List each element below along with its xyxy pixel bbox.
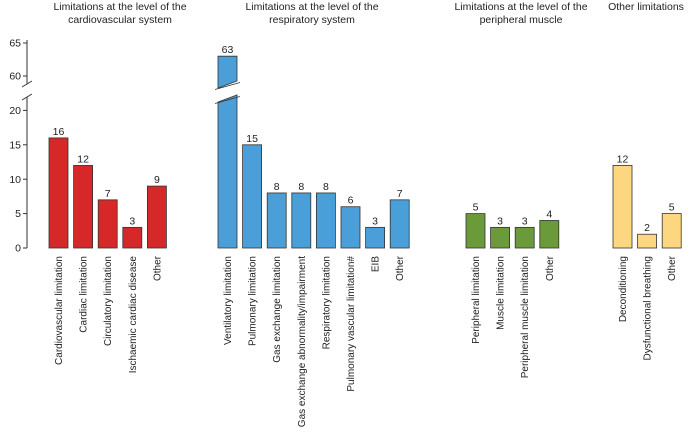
bar (490, 226, 511, 249)
bar (291, 192, 312, 249)
group-title: Limitations at the level of the (245, 1, 378, 13)
bar-value-label: 7 (105, 188, 111, 200)
bar (539, 220, 560, 249)
bar (146, 185, 167, 249)
bar-value-label: 2 (644, 222, 650, 234)
y-axis: 0 5 10 15 20 60 65 (9, 38, 33, 255)
category-label: Other (545, 255, 556, 281)
bar-break-mark (214, 82, 241, 90)
bar-value-label: 8 (298, 181, 304, 193)
bar (612, 165, 633, 249)
category-label: Deconditioning (618, 256, 629, 322)
group-title: respiratory system (269, 14, 355, 26)
bar (48, 137, 69, 249)
bar (73, 165, 93, 249)
bar (217, 55, 238, 89)
bar-value-label: 16 (53, 126, 65, 138)
category-label: Pulmonary limitation (248, 256, 259, 346)
category-label: Other (152, 255, 163, 281)
y-tick-label: 60 (9, 71, 21, 83)
category-label: Peripheral muscle limitation (520, 256, 531, 378)
bar-value-label: 8 (274, 181, 280, 193)
bar (661, 213, 682, 249)
bars (48, 55, 682, 249)
category-label: Cardiac limitation (79, 256, 90, 333)
bar-value-label: 15 (246, 133, 258, 145)
bar-value-label: 3 (522, 215, 528, 227)
bar-value-label: 5 (669, 202, 675, 214)
category-label: Other (395, 255, 406, 281)
y-tick-label: 10 (9, 174, 21, 186)
category-label: Ventilatory limitation (223, 256, 234, 345)
bar-value-label: 9 (154, 174, 160, 186)
bar (389, 199, 410, 249)
bar (217, 94, 238, 249)
bar (97, 199, 118, 249)
group-title: cardiovascular system (68, 14, 172, 26)
bar (465, 213, 486, 249)
bar (315, 192, 336, 249)
category-label: Dysfunctional breathing (643, 256, 654, 361)
y-tick-label: 15 (9, 139, 21, 151)
group-title: Limitations at the level of the (53, 1, 186, 13)
category-label: Other (667, 255, 678, 281)
bar (637, 233, 657, 249)
category-label: Respiratory limitation (321, 256, 332, 349)
group-title: Other limitations (608, 1, 684, 13)
bar (122, 226, 143, 249)
category-label: Cardiovascular limitation (54, 256, 65, 365)
bar-value-label: 12 (617, 153, 629, 165)
category-label: Peripheral limitation (471, 256, 482, 344)
bar (242, 144, 263, 249)
bar-value-label: 5 (473, 202, 479, 214)
bar-break-mark (214, 96, 241, 104)
bar-value-label: 7 (397, 188, 403, 200)
y-tick-label: 0 (15, 243, 21, 255)
bar (514, 226, 535, 249)
bar (365, 226, 386, 249)
category-label: Ischaemic cardiac disease (128, 256, 139, 374)
bar-value-label: 3 (129, 215, 135, 227)
y-axis-break-mark (21, 80, 33, 88)
bar-value-label: 3 (372, 215, 378, 227)
bar-value-label: 8 (323, 181, 329, 193)
category-label: Gas exchange limitation (272, 256, 283, 363)
bar-value-label: 63 (222, 44, 234, 56)
bar-value-label: 12 (77, 153, 89, 165)
category-label: Pulmonary vascular limitation# (346, 256, 357, 392)
bar (266, 192, 287, 249)
bar-value-label: 3 (497, 215, 503, 227)
group-title: peripheral muscle (480, 14, 563, 26)
y-tick-label: 5 (15, 208, 21, 220)
category-label: Gas exchange abnormality/impairment (297, 256, 308, 427)
category-labels: Cardiovascular limitation Cardiac limitat… (54, 255, 678, 427)
bar-value-label: 6 (348, 195, 354, 207)
category-label: Circulatory limitation (103, 256, 114, 346)
category-label: Muscle limitation (496, 256, 507, 330)
y-tick-label: 65 (9, 38, 21, 50)
category-label: EIB (371, 256, 382, 272)
y-tick-label: 20 (9, 105, 21, 117)
bar-value-label: 4 (546, 208, 552, 220)
y-axis-break-mark (21, 93, 33, 101)
group-title: Limitations at the level of the (454, 1, 587, 13)
bar (340, 206, 361, 249)
group-titles: Limitations at the level of thecardiovas… (53, 1, 683, 26)
